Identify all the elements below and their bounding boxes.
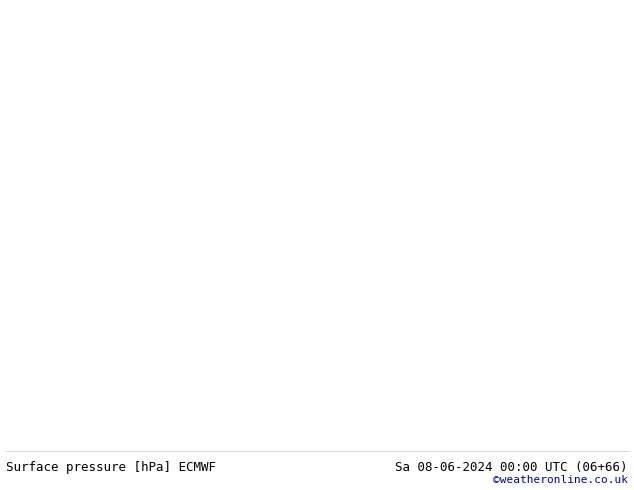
Text: ©weatheronline.co.uk: ©weatheronline.co.uk xyxy=(493,475,628,485)
Text: Surface pressure [hPa] ECMWF: Surface pressure [hPa] ECMWF xyxy=(6,461,216,474)
Text: Sa 08-06-2024 00:00 UTC (06+66): Sa 08-06-2024 00:00 UTC (06+66) xyxy=(395,461,628,474)
